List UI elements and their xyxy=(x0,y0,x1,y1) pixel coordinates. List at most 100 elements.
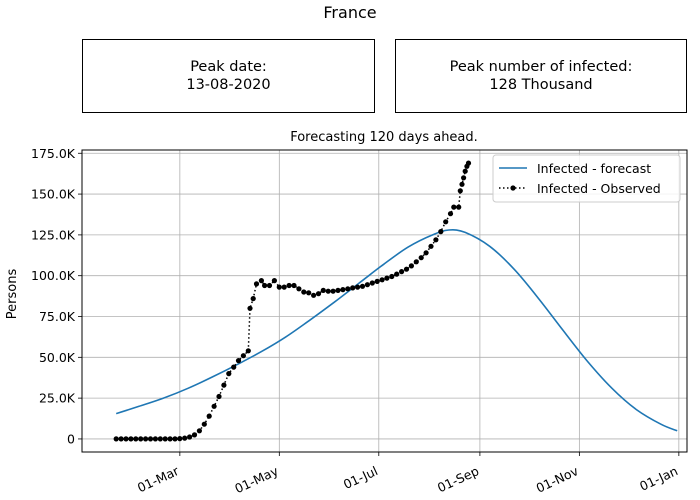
observed-point xyxy=(147,436,154,442)
x-tick-label: 01-Sep xyxy=(435,463,481,495)
observed-point xyxy=(457,188,463,194)
observed-point xyxy=(364,282,370,288)
observed-point xyxy=(325,288,331,294)
observed-point xyxy=(374,278,380,284)
observed-point xyxy=(235,358,242,364)
observed-point xyxy=(330,288,336,294)
legend: Infected - forecast Infected - Observed xyxy=(492,154,681,203)
observed-point xyxy=(403,266,410,272)
observed-point xyxy=(271,278,277,284)
legend-forecast-label: Infected - forecast xyxy=(537,161,651,176)
peak-date-value: 13-08-2020 xyxy=(186,77,271,93)
observed-point xyxy=(187,434,193,440)
observed-point xyxy=(258,278,264,284)
figure-title: France xyxy=(323,3,377,22)
observed-point xyxy=(389,273,395,280)
observed-point xyxy=(113,436,119,442)
x-tick-label: 01-Jul xyxy=(341,463,380,492)
y-tick-label: 175.0K xyxy=(31,146,76,161)
observed-point xyxy=(262,282,268,289)
observed-point xyxy=(157,436,163,442)
observed-point xyxy=(245,348,251,354)
observed-point xyxy=(443,219,449,225)
observed-point xyxy=(167,436,173,442)
observed-point xyxy=(465,160,472,166)
observed-point xyxy=(182,435,188,441)
y-tick-label: 25.0K xyxy=(39,391,76,406)
peak-date-label: Peak date: xyxy=(190,59,267,75)
observed-point xyxy=(320,287,326,293)
observed-point xyxy=(226,371,232,377)
legend-observed-marker xyxy=(510,185,516,191)
y-axis-label: Persons xyxy=(5,269,20,320)
observed-point xyxy=(276,284,282,290)
observed-point xyxy=(311,292,317,298)
observed-point xyxy=(172,436,178,442)
observed-point xyxy=(359,283,366,289)
observed-point xyxy=(428,243,434,249)
observed-point xyxy=(438,229,444,235)
y-tick-label: 150.0K xyxy=(31,187,76,202)
observed-point xyxy=(250,296,256,302)
observed-point xyxy=(253,281,260,287)
observed-point xyxy=(286,282,292,289)
x-tick-label: 01-Nov xyxy=(534,463,581,496)
chart-title: Forecasting 120 days ahead. xyxy=(290,130,478,145)
observed-point xyxy=(459,181,465,187)
observed-point xyxy=(152,436,158,442)
observed-point xyxy=(211,403,217,409)
observed-point xyxy=(128,436,134,442)
x-tick-label: 01-Jan xyxy=(637,463,680,494)
observed-point xyxy=(216,393,222,400)
x-tick-label: 01-Mar xyxy=(135,463,182,496)
observed-point xyxy=(456,204,462,210)
observed-point xyxy=(296,286,302,292)
observed-line xyxy=(116,162,470,440)
observed-point xyxy=(231,364,237,370)
observed-point xyxy=(413,259,419,265)
observed-point xyxy=(191,432,198,438)
observed-point xyxy=(123,436,129,442)
observed-point xyxy=(221,382,227,388)
observed-point xyxy=(177,436,183,442)
observed-point xyxy=(447,211,454,217)
observed-point xyxy=(162,436,168,442)
observed-point xyxy=(418,255,424,261)
observed-point xyxy=(306,290,312,296)
observed-point xyxy=(118,436,124,442)
peak-date-box: Peak date: 13-08-2020 xyxy=(82,39,375,113)
observed-point xyxy=(408,263,414,269)
observed-point xyxy=(384,275,390,281)
legend-observed-label: Infected - Observed xyxy=(537,181,661,196)
observed-point xyxy=(340,287,346,293)
peak-infected-value: 128 Thousand xyxy=(489,77,593,93)
observed-point xyxy=(196,428,202,434)
observed-point xyxy=(315,291,322,297)
observed-point xyxy=(461,175,467,181)
observed-point xyxy=(240,353,246,359)
y-tick-label: 50.0K xyxy=(39,350,76,365)
observed-point xyxy=(266,282,273,289)
observed-point xyxy=(451,204,457,210)
observed-point xyxy=(394,271,400,277)
observed-point xyxy=(462,168,468,174)
plot-series xyxy=(113,160,678,442)
observed-point xyxy=(281,284,287,290)
peak-infected-box: Peak number of infected: 128 Thousand xyxy=(395,39,687,113)
observed-point xyxy=(138,436,144,442)
plot-frame xyxy=(81,149,688,453)
peak-infected-label: Peak number of infected: xyxy=(449,59,633,75)
observed-point xyxy=(369,280,375,286)
observed-point xyxy=(133,436,139,442)
observed-point xyxy=(143,436,149,442)
observed-point xyxy=(206,413,212,419)
observed-point xyxy=(291,282,297,289)
observed-point xyxy=(399,269,405,275)
observed-point xyxy=(350,285,356,291)
y-tick-label: 0 xyxy=(67,431,75,446)
forecast-line xyxy=(115,229,678,432)
y-tick-label: 125.0K xyxy=(31,227,76,242)
observed-point xyxy=(247,305,253,311)
observed-point xyxy=(379,277,385,283)
legend-box xyxy=(492,154,681,203)
